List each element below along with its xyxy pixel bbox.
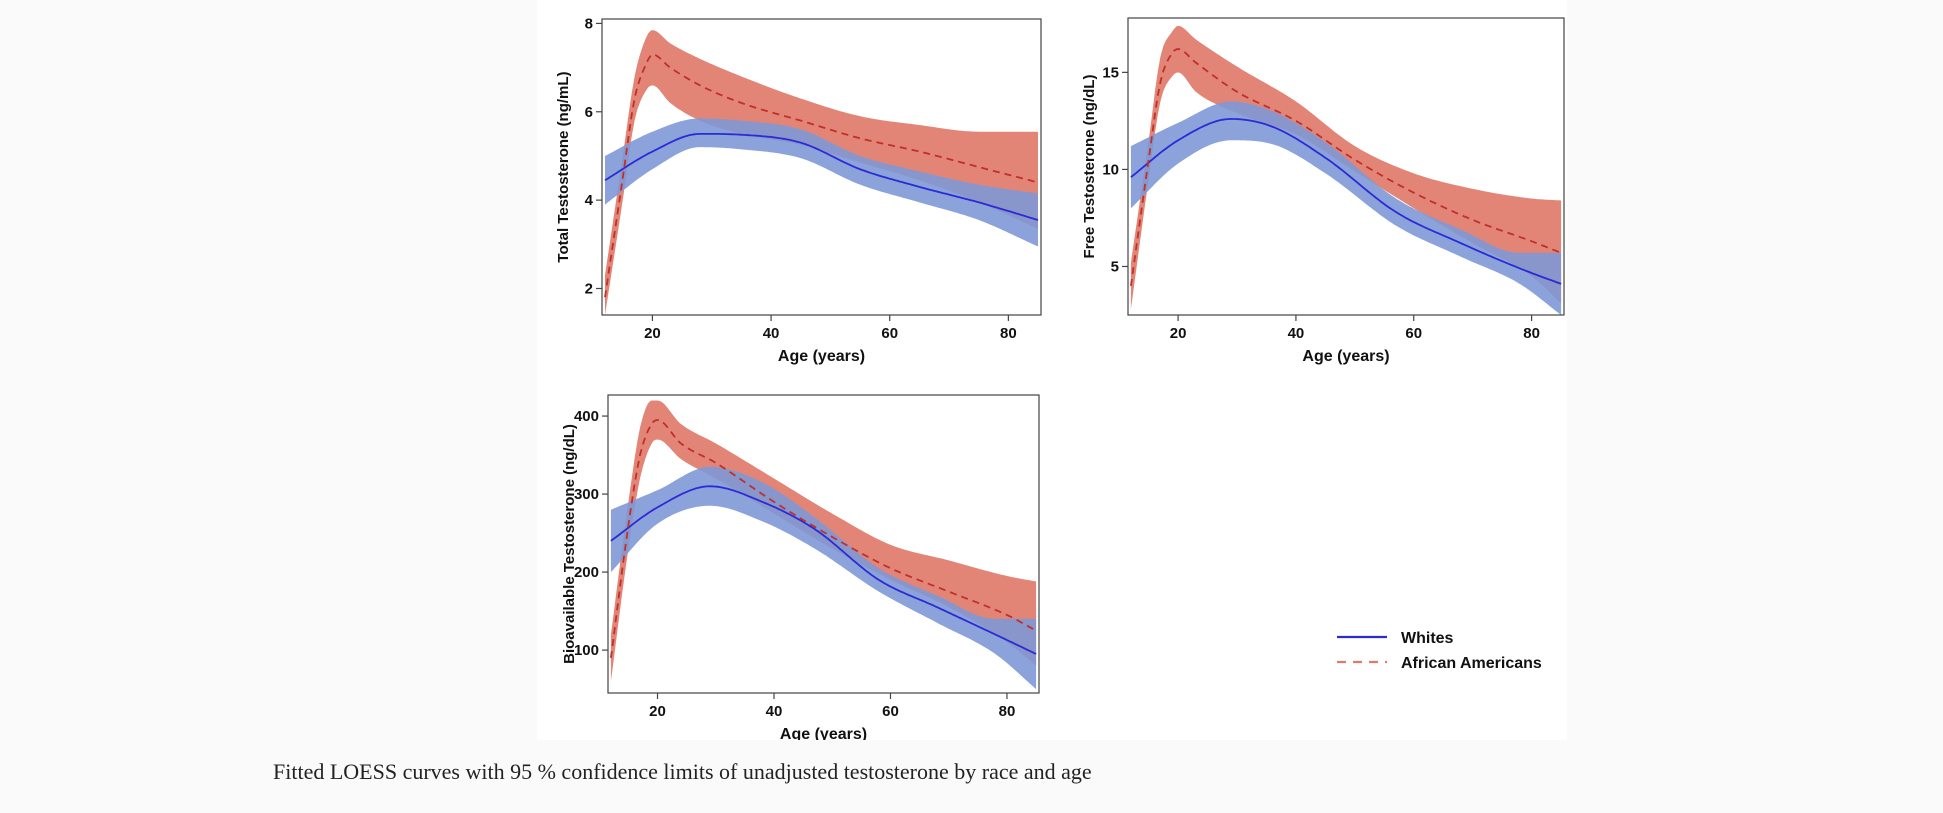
x-axis-label: Age (years)	[780, 726, 867, 740]
x-tick-label: 80	[999, 703, 1016, 720]
y-tick-label: 2	[585, 280, 593, 297]
y-tick-label: 6	[585, 104, 593, 121]
y-tick-label: 5	[1111, 258, 1119, 275]
x-axis-label: Age (years)	[1302, 348, 1389, 365]
x-tick-label: 20	[649, 703, 666, 720]
whites-loess-line	[610, 485, 1037, 655]
african-americans-loess-line	[610, 419, 1037, 659]
african-americans-loess-line	[604, 53, 1039, 298]
y-tick-label: 100	[574, 642, 599, 659]
whites-loess-line	[604, 133, 1039, 221]
figure: 20 40 60 80 2 4 6 8 Age (years) Total Testosteron…	[537, 0, 1567, 743]
y-tick-label: 4	[585, 192, 594, 209]
african-americans-confidence-band	[605, 30, 1038, 315]
plot-frame	[601, 18, 1042, 316]
figure-svg: 20 40 60 80 2 4 6 8 Age (years) Total Testosteron…	[555, 15, 1565, 743]
y-tick-label: 300	[574, 486, 599, 503]
whites-confidence-band	[605, 118, 1038, 247]
y-axis-label: Bioavailable Testosterone (ng/dL)	[561, 424, 578, 664]
plot-area-total	[604, 30, 1039, 315]
plot-frame	[607, 394, 1040, 694]
legend: Whites African Americans	[1337, 630, 1542, 672]
y-tick-label: 200	[574, 564, 599, 581]
chart-bioavailable: 20 40 60 80 100 200 300 400 Age (years) Bioavaila…	[561, 394, 1040, 743]
x-tick-label: 80	[1523, 325, 1540, 342]
chart-free: 20 40 60 80 5 10 15 Age (years) Free Testosteron…	[1081, 17, 1565, 365]
african-americans-confidence-band	[1130, 25, 1562, 310]
x-tick-label: 40	[1288, 325, 1305, 342]
figure-caption: Fitted LOESS curves with 95 % confidence…	[273, 759, 1092, 784]
chart-total: 20 40 60 80 2 4 6 8 Age (years) Total Testosteron…	[555, 15, 1042, 365]
whites-loess-line	[1130, 117, 1562, 285]
plot-frame	[1127, 17, 1565, 316]
x-tick-label: 60	[882, 703, 899, 720]
legend-whites-label: Whites	[1401, 630, 1454, 647]
x-tick-label: 20	[1170, 325, 1187, 342]
plot-area-bioavailable	[610, 400, 1037, 690]
y-axis-label: Free Testosterone (ng/dL)	[1081, 75, 1098, 259]
x-tick-label: 20	[644, 325, 661, 342]
y-tick-label: 400	[574, 408, 599, 425]
y-tick-label: 15	[1102, 64, 1119, 81]
african-americans-loess-line	[1130, 48, 1562, 287]
x-axis-label: Age (years)	[778, 348, 865, 365]
legend-african-americans-label: African Americans	[1401, 655, 1542, 672]
y-axis-label: Total Testosterone (ng/mL)	[555, 71, 572, 262]
x-tick-label: 80	[1000, 325, 1017, 342]
x-tick-label: 40	[763, 325, 780, 342]
x-tick-label: 60	[881, 325, 898, 342]
plot-area-free	[1130, 25, 1562, 315]
y-tick-label: 8	[585, 15, 593, 32]
x-tick-label: 60	[1405, 325, 1422, 342]
x-tick-label: 40	[766, 703, 783, 720]
y-tick-label: 10	[1102, 161, 1119, 178]
